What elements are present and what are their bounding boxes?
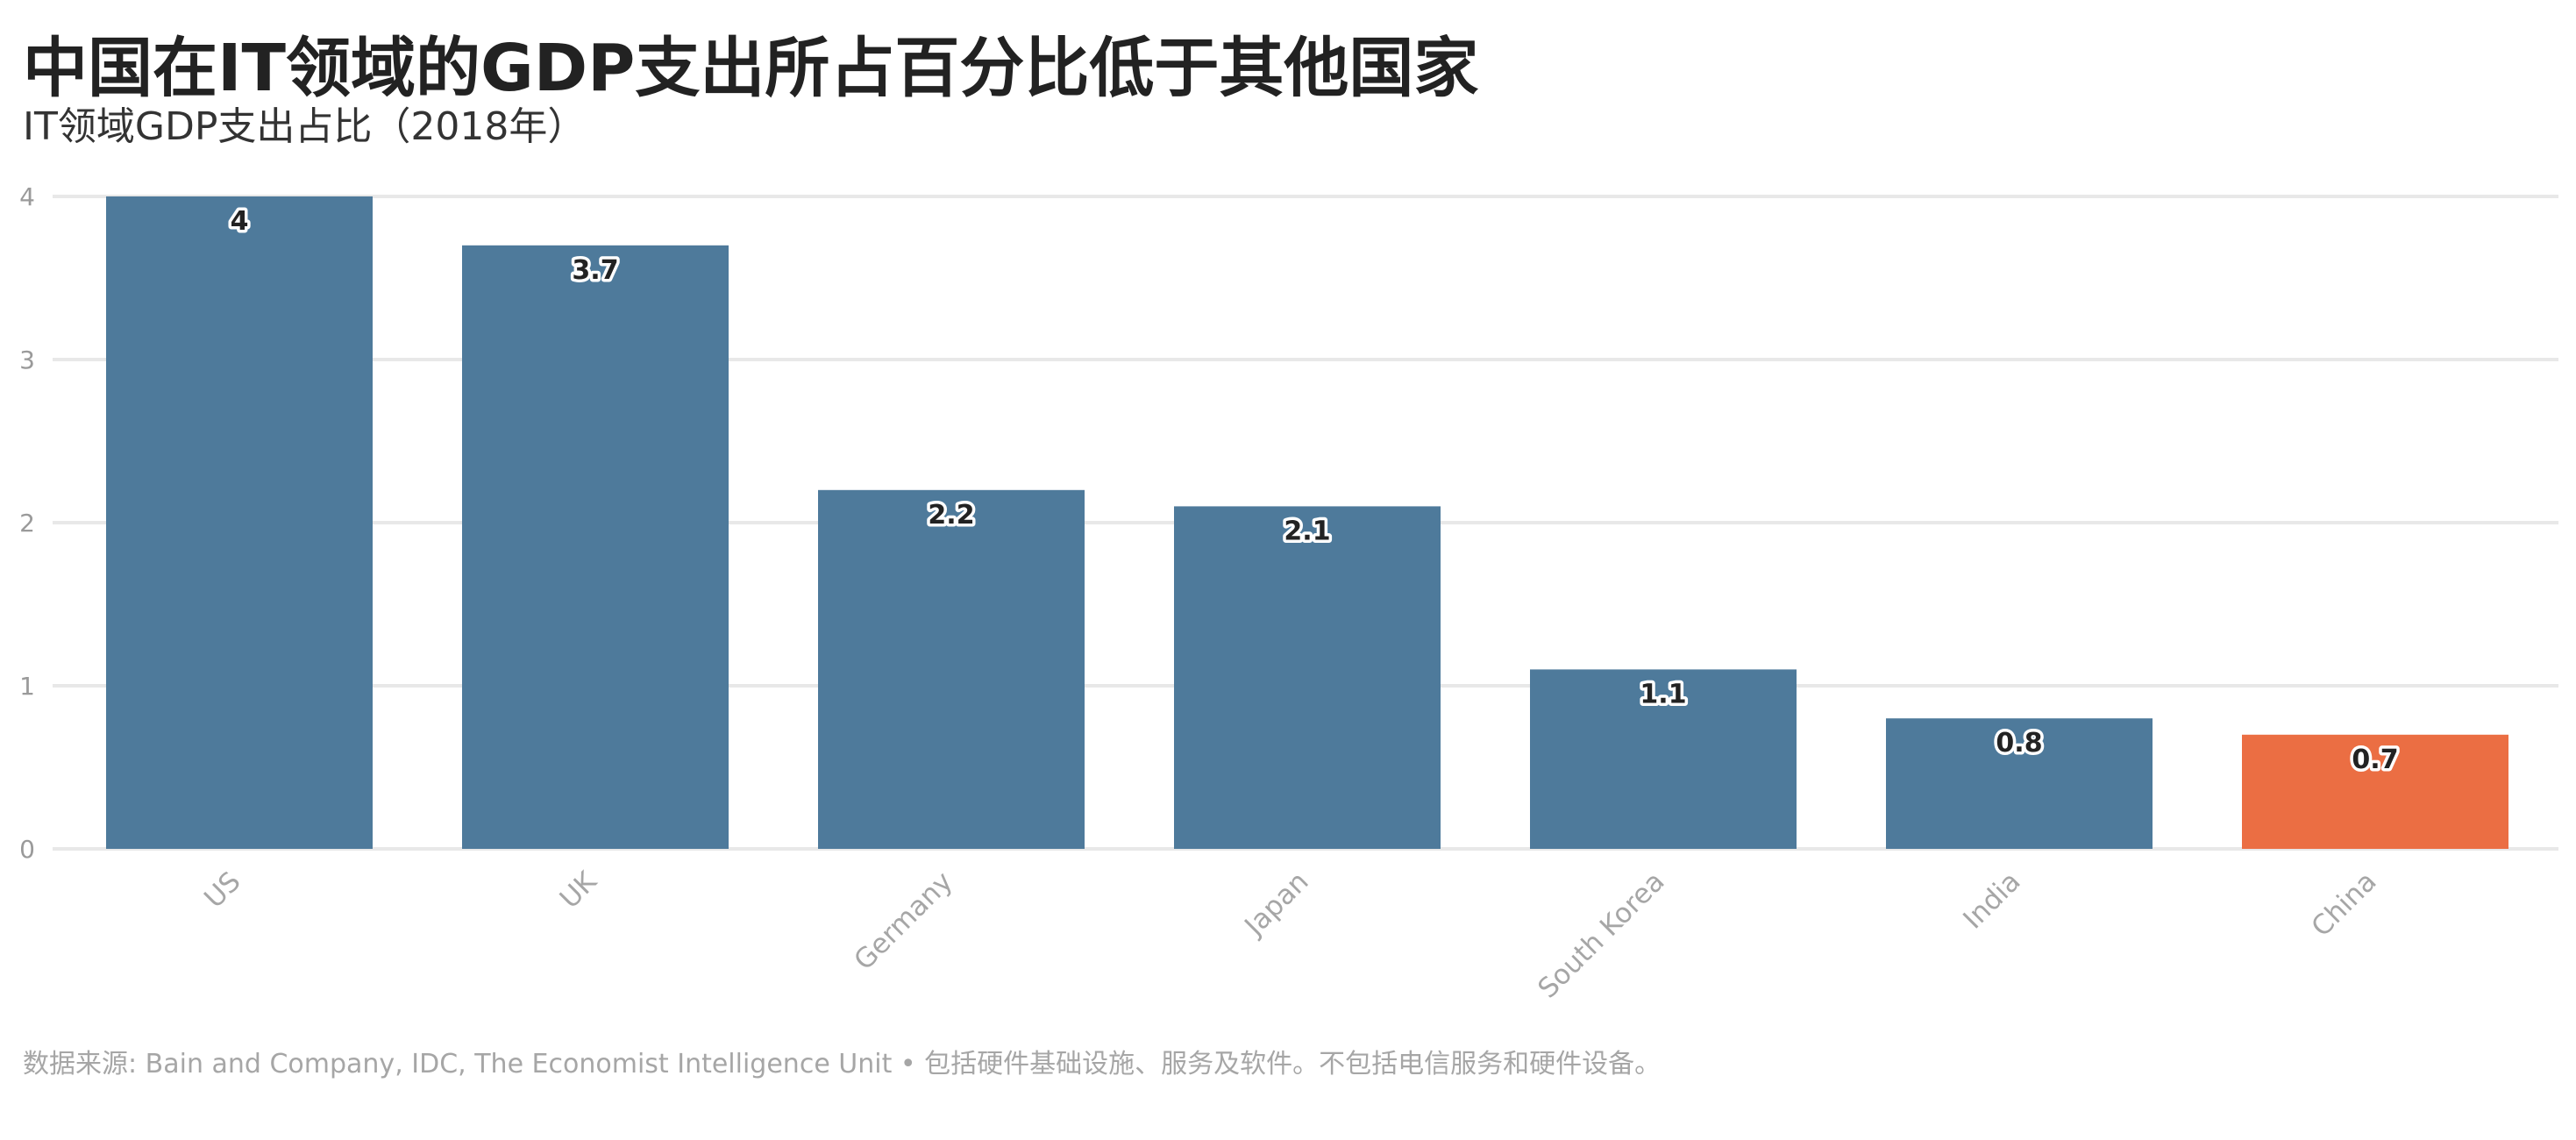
bar	[818, 489, 1085, 849]
bar	[1886, 718, 2153, 849]
y-tick-label: 4	[19, 182, 35, 211]
data-label: 2.2	[928, 500, 974, 531]
x-tick-label: Japan	[1238, 866, 1315, 943]
source-footnote: 数据来源: Bain and Company, IDC, The Economi…	[23, 1049, 1662, 1079]
chart-title: 中国在IT领域的GDP支出所占百分比低于其他国家	[23, 31, 1479, 106]
bar	[106, 196, 373, 849]
x-tick-label: China	[2306, 866, 2383, 943]
y-tick-label: 1	[19, 672, 35, 701]
bars	[106, 196, 2508, 849]
data-label: 1.1	[1640, 679, 1686, 709]
data-label: 2.1	[1284, 516, 1330, 546]
data-label: 3.7	[572, 255, 618, 286]
y-tick-label: 3	[19, 346, 35, 374]
y-axis-ticks: 0 1 2 3 4	[19, 182, 35, 864]
bar	[2242, 734, 2508, 849]
bar	[1174, 506, 1441, 849]
x-axis-ticks: US UK Germany Japan South Korea India China	[198, 866, 2382, 1005]
data-label: 4	[231, 206, 249, 237]
x-tick-label: South Korea	[1532, 866, 1670, 1004]
chart-subtitle: IT领域GDP支出占比（2018年）	[23, 104, 587, 149]
data-label: 0.8	[1996, 728, 2042, 759]
x-tick-label: India	[1957, 866, 2026, 935]
x-tick-label: Germany	[848, 866, 958, 976]
y-tick-label: 0	[19, 835, 35, 864]
x-tick-label: US	[198, 866, 246, 914]
data-label: 0.7	[2352, 745, 2398, 775]
bar	[1530, 669, 1797, 849]
y-tick-label: 2	[19, 509, 35, 538]
bar	[462, 245, 729, 849]
data-labels: 4 3.7 2.2 2.1 1.1 0.8 0.7	[227, 203, 2402, 779]
x-tick-label: UK	[554, 866, 603, 915]
